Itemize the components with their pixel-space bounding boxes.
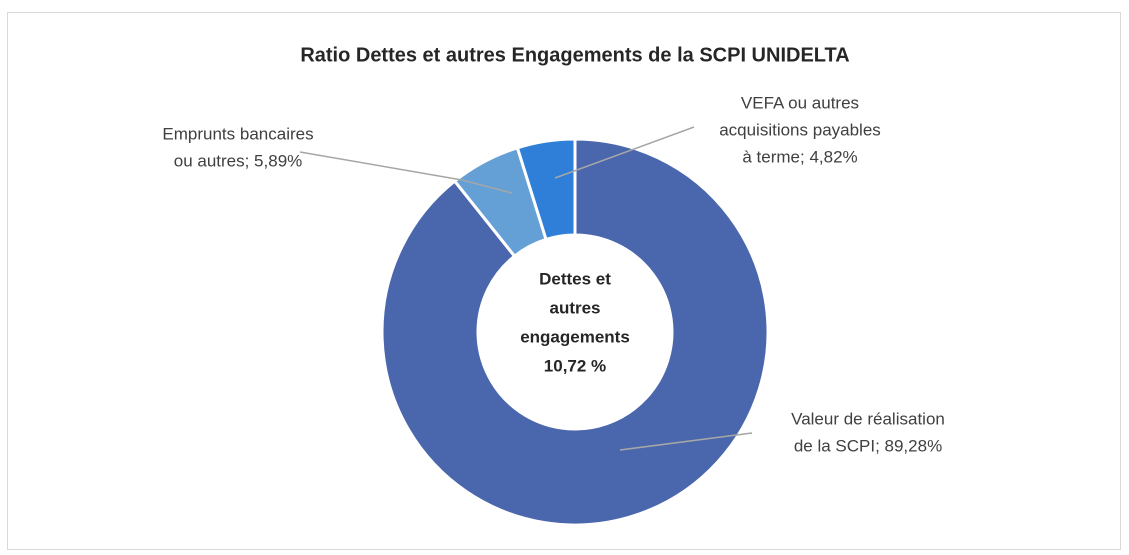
data-label: Emprunts bancaires [162,124,313,143]
data-label: à terme; 4,82% [742,147,857,166]
data-label: ou autres; 5,89% [174,151,303,170]
data-label: de la SCPI; 89,28% [794,436,942,455]
leader-line [619,432,753,451]
donut-slice [380,137,770,527]
leader-line [554,126,695,179]
center-label: engagements [520,327,630,346]
donut-slice [515,137,577,242]
center-label: Dettes et [539,269,611,288]
data-label: VEFA ou autres [741,93,859,112]
chart-title: Ratio Dettes et autres Engagements de la… [300,44,849,66]
center-label: autres [549,298,600,317]
data-label: acquisitions payables [719,120,881,139]
data-label: Valeur de réalisation [791,409,945,428]
center-label: 10,72 % [544,356,606,375]
leader-line [299,151,513,194]
